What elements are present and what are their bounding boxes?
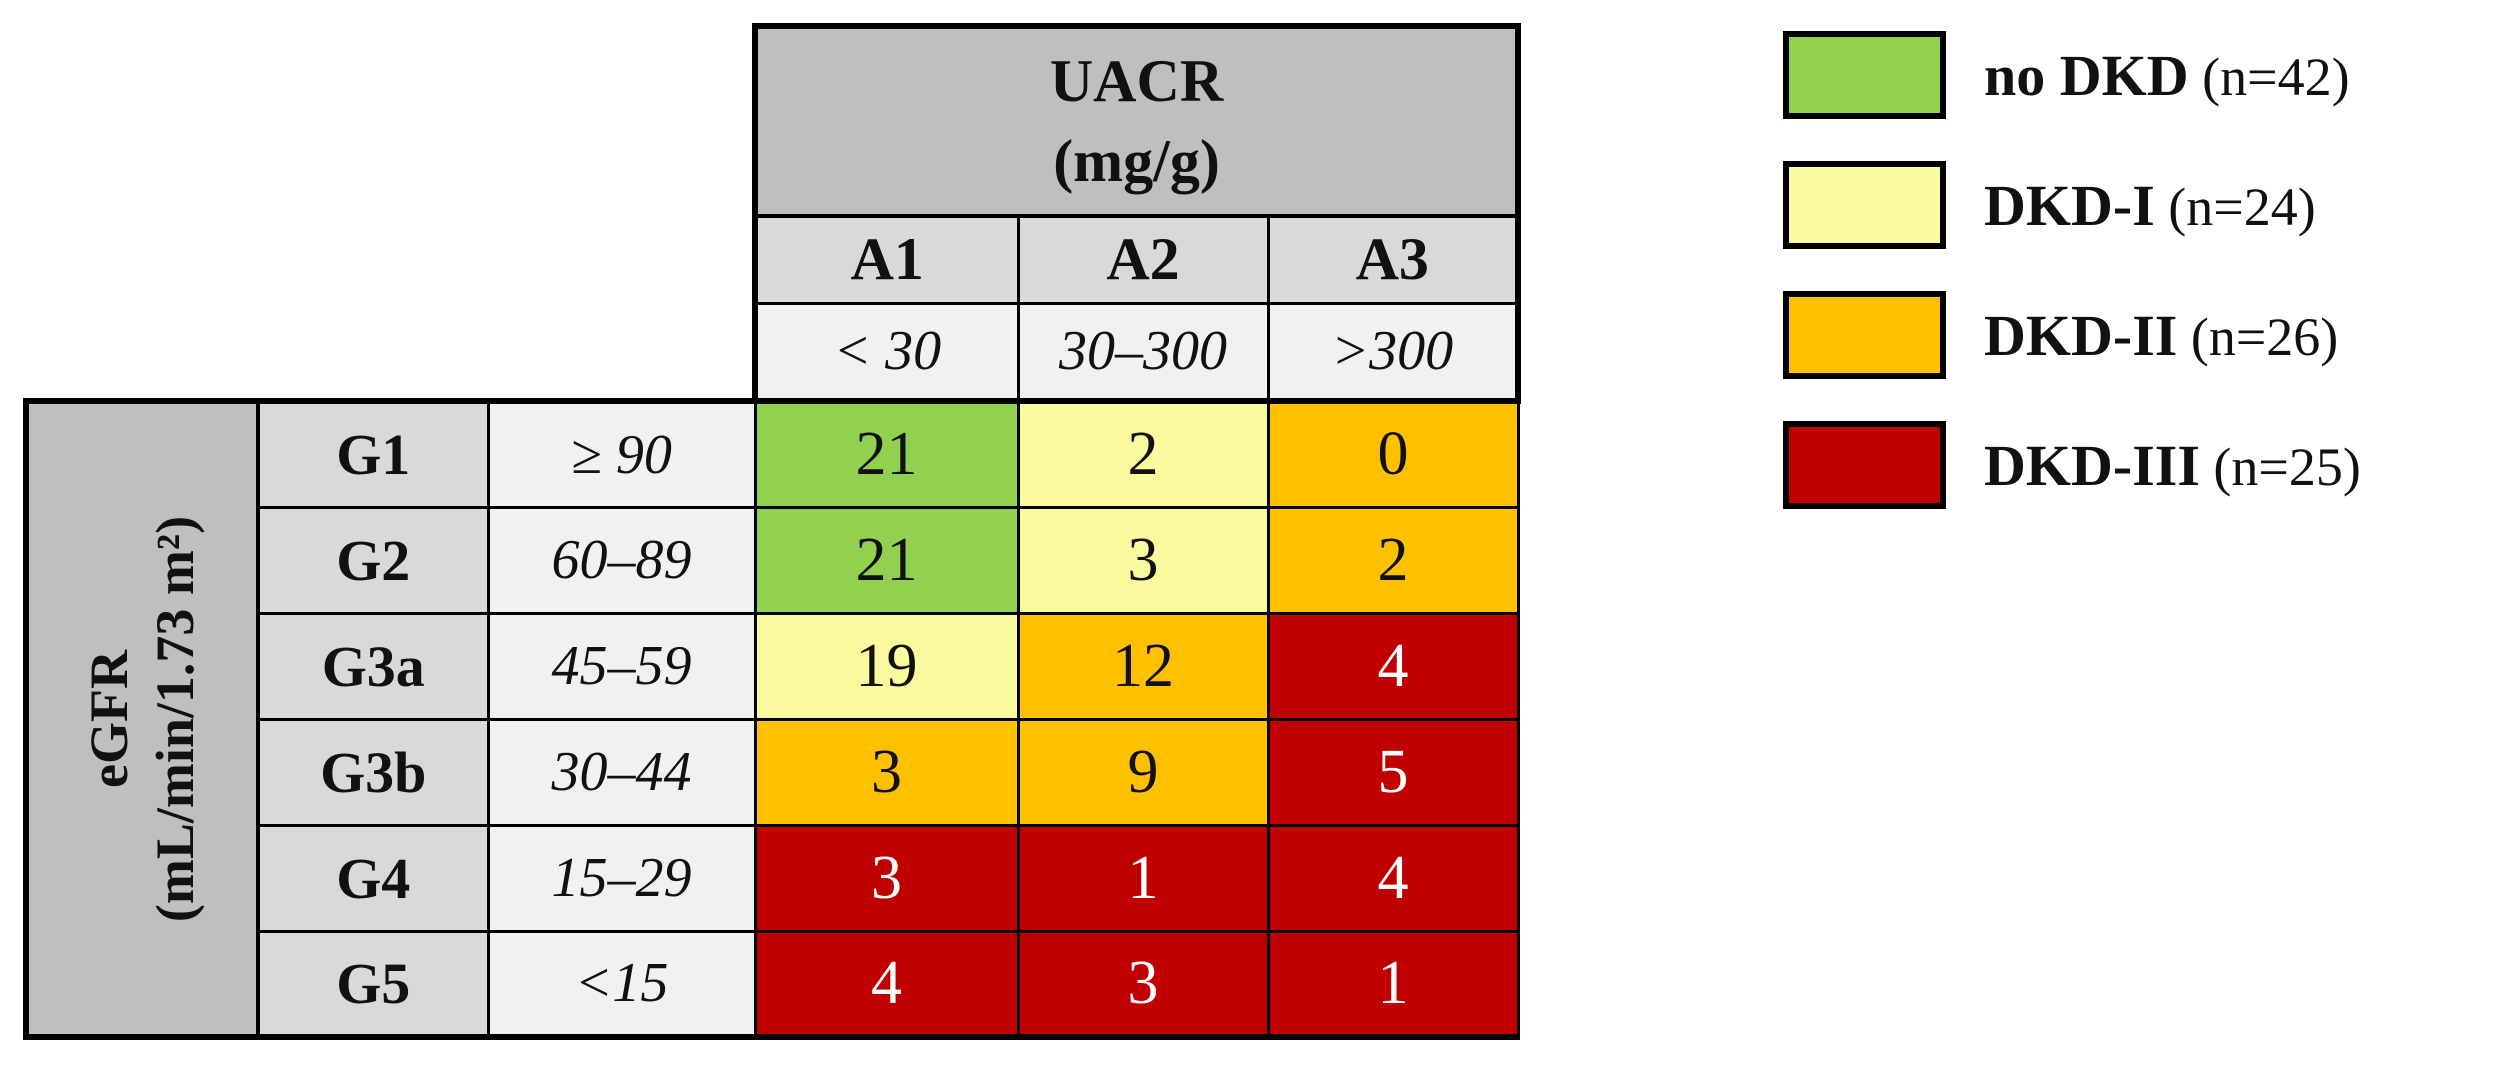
matrix-cell-g3a-a2: 12 (1016, 611, 1270, 721)
legend-text-dkd-i: DKD-I (n=24) (1984, 172, 2316, 239)
matrix-row-g5: G5 <15 4 3 1 (26, 929, 1520, 1040)
uacr-title: UACR (1049, 48, 1224, 115)
matrix-row-g1: eGFR (mL/min/1.73 m²) G1 ≥ 90 21 2 0 (23, 398, 1520, 1040)
legend-item-no-dkd: no DKD (n=42) (1783, 25, 2361, 125)
row-stage-label-g5: G5 (256, 929, 490, 1040)
legend-text-dkd-ii: DKD-II (n=26) (1984, 302, 2338, 369)
matrix-cell-g3b-a1: 3 (753, 717, 1020, 827)
matrix-row-g3b: G3b 30–44 3 9 5 (26, 717, 1520, 827)
matrix-cell-g1-a2: 2 (1016, 398, 1270, 509)
matrix-cell-g3a-a3: 4 (1266, 611, 1520, 721)
matrix-cell-g2-a1: 21 (753, 505, 1020, 615)
row-stage-label-g4: G4 (256, 823, 490, 933)
legend-item-dkd-i: DKD-I (n=24) (1783, 155, 2361, 255)
matrix-cell-g4-a2: 1 (1016, 823, 1270, 933)
uacr-header-row: UACR (mg/g) (26, 23, 1522, 218)
row-range-g1: ≥ 90 (486, 398, 757, 509)
matrix-cell-g5-a3: 1 (1266, 929, 1520, 1040)
matrix-row-g3a: G3a 45–59 19 12 4 (26, 611, 1520, 721)
row-stage-label-g1: G1 (256, 398, 490, 509)
col-category-a2: A2 (1016, 214, 1270, 305)
row-range-g4: 15–29 (486, 823, 757, 933)
legend-swatch-dkd-iii (1783, 421, 1946, 509)
col-category-a3: A3 (1266, 214, 1522, 305)
corner-spacer (26, 216, 755, 303)
matrix-cell-g4-a1: 3 (753, 823, 1020, 933)
legend-count: (n=25) (2199, 436, 2361, 497)
col-category-a1: A1 (752, 214, 1020, 305)
legend-item-dkd-ii: DKD-II (n=26) (1783, 285, 2361, 385)
matrix-cell-g1-a1: 21 (753, 398, 1020, 509)
matrix-cell-g3b-a2: 9 (1016, 717, 1270, 827)
legend-swatch-dkd-ii (1783, 291, 1946, 379)
matrix-cell-g5-a1: 4 (753, 929, 1020, 1040)
legend-label: DKD-III (1984, 432, 2200, 498)
matrix-cell-g2-a3: 2 (1266, 505, 1520, 615)
uacr-axis-header: UACR (mg/g) (751, 23, 1522, 218)
legend-label: DKD-I (1984, 172, 2155, 238)
row-stage-label-g3b: G3b (256, 717, 490, 827)
legend-swatch-dkd-i (1783, 161, 1946, 249)
uacr-unit: (mg/g) (1053, 127, 1220, 194)
risk-matrix-table: UACR (mg/g) A1 A2 A3 < 30 30–300 >300 eG… (23, 23, 1522, 1040)
legend-count: (n=26) (2177, 306, 2339, 367)
corner-spacer (26, 303, 755, 401)
legend-item-dkd-iii: DKD-III (n=25) (1783, 415, 2361, 515)
matrix-cell-g2-a2: 3 (1016, 505, 1270, 615)
egfr-title: eGFR (78, 650, 139, 788)
row-range-g2: 60–89 (486, 505, 757, 615)
row-stage-label-g2: G2 (256, 505, 490, 615)
matrix-cell-g3b-a3: 5 (1266, 717, 1520, 827)
legend-label: DKD-II (1984, 302, 2178, 368)
legend-count: (n=24) (2154, 176, 2316, 237)
col-range-a1: < 30 (752, 301, 1020, 404)
matrix-cell-g1-a3: 0 (1266, 398, 1520, 509)
egfr-unit: (mL/min/1.73 m²) (144, 515, 205, 923)
legend-swatch-no-dkd (1783, 31, 1946, 119)
egfr-axis-header: eGFR (mL/min/1.73 m²) (23, 398, 260, 1040)
corner-spacer (26, 26, 755, 216)
col-range-a2: 30–300 (1016, 301, 1270, 404)
matrix-cell-g4-a3: 4 (1266, 823, 1520, 933)
matrix-cell-g3a-a1: 19 (753, 611, 1020, 721)
matrix-row-g2: G2 60–89 21 3 2 (26, 505, 1520, 615)
matrix-row-g4: G4 15–29 3 1 4 (26, 823, 1520, 933)
row-range-g5: <15 (486, 929, 757, 1040)
legend-text-no-dkd: no DKD (n=42) (1984, 42, 2350, 109)
legend: no DKD (n=42) DKD-I (n=24) DKD-II (n=26) DK… (1783, 25, 2361, 545)
legend-label: no DKD (1984, 42, 2189, 108)
row-range-g3b: 30–44 (486, 717, 757, 827)
legend-count: (n=42) (2188, 46, 2350, 107)
col-range-a3: >300 (1266, 301, 1522, 404)
albuminuria-category-row: A1 A2 A3 (26, 214, 1522, 305)
legend-text-dkd-iii: DKD-III (n=25) (1984, 432, 2361, 499)
matrix-cell-g5-a2: 3 (1016, 929, 1270, 1040)
albuminuria-range-row: < 30 30–300 >300 (26, 301, 1522, 404)
row-stage-label-g3a: G3a (256, 611, 490, 721)
row-range-g3a: 45–59 (486, 611, 757, 721)
